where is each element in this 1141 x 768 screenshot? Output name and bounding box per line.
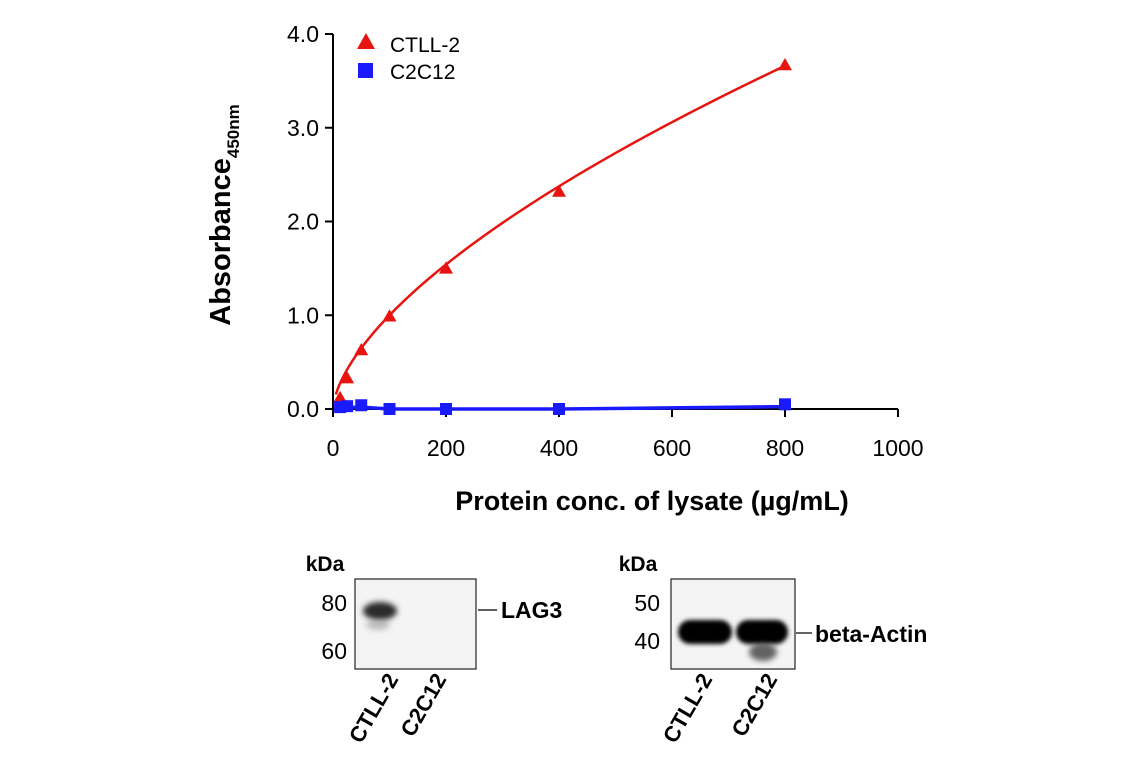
- kda-label: kDa: [619, 553, 658, 576]
- band-c2c12-beta-actin: [736, 620, 788, 644]
- data-point-c2c12: [341, 400, 354, 413]
- x-axis-label: Protein conc. of lysate (µg/mL): [455, 486, 849, 516]
- marker-label-50: 50: [634, 590, 660, 616]
- y-tick-label: 3.0: [287, 115, 319, 141]
- data-point-ctll2: [778, 57, 792, 71]
- marker-label-40: 40: [634, 628, 660, 654]
- lane-label-c2c12: C2C12: [395, 669, 451, 741]
- data-point-ctll2: [340, 371, 355, 384]
- y-tick-label: 0.0: [287, 396, 319, 422]
- series-line-ctll2: [334, 64, 786, 395]
- data-point-ctll2: [552, 184, 566, 197]
- x-tick-label: 600: [653, 435, 691, 461]
- lane-label-c2c12: C2C12: [726, 669, 782, 741]
- data-point-c2c12: [779, 398, 791, 411]
- y-axis-label-main: Absorbance: [205, 158, 237, 326]
- band-ctll2-beta-actin: [678, 620, 732, 644]
- data-point-c2c12: [440, 403, 452, 415]
- band-ctll2-lag3-tail: [366, 620, 390, 630]
- target-label-beta-actin: beta-Actin: [815, 621, 927, 647]
- legend-marker-c2c12: [358, 63, 373, 78]
- y-tick-label: 4.0: [287, 21, 319, 47]
- data-point-c2c12: [553, 403, 565, 415]
- data-point-ctll2: [354, 342, 369, 356]
- marker-label-60: 60: [321, 638, 347, 664]
- band-ctll2-lag3: [363, 602, 397, 620]
- legend-marker-ctll2: [357, 33, 375, 49]
- x-axis-ticks: 0 200 400 600 800 1000: [327, 409, 924, 461]
- western-blot-beta-actin: kDa 50 40 beta-Actin CTLL-2 C2C12: [619, 553, 928, 747]
- series-layer: [333, 57, 792, 415]
- y-axis-ticks: 0.0 1.0 2.0 3.0 4.0: [287, 21, 333, 422]
- legend-label-c2c12: C2C12: [390, 61, 455, 84]
- x-tick-label: 400: [540, 435, 578, 461]
- western-blot-lag3: kDa 80 60 LAG3 CTLL-2 C2C12: [306, 553, 563, 747]
- data-point-c2c12: [355, 399, 368, 412]
- y-tick-label: 1.0: [287, 302, 319, 328]
- lane-label-ctll2: CTLL-2: [658, 669, 718, 747]
- data-point-ctll2: [439, 261, 453, 274]
- target-label-lag3: LAG3: [501, 597, 562, 623]
- y-tick-label: 2.0: [287, 209, 319, 235]
- lane-label-ctll2: CTLL-2: [344, 669, 404, 747]
- data-point-c2c12: [383, 403, 396, 415]
- y-axis-label-subscript: 450nm: [224, 104, 243, 158]
- kda-label: kDa: [306, 553, 345, 576]
- data-point-ctll2: [382, 309, 397, 322]
- elisa-chart: 0.0 1.0 2.0 3.0 4.0 0 200 400 600 800 1000 Absorb…: [205, 21, 924, 516]
- legend: CTLL-2 C2C12: [357, 33, 460, 84]
- data-point-ctll2: [333, 390, 348, 403]
- band-c2c12-smear: [749, 643, 777, 661]
- marker-label-80: 80: [321, 590, 347, 616]
- x-tick-label: 1000: [872, 435, 923, 461]
- x-tick-label: 200: [427, 435, 465, 461]
- x-tick-label: 0: [327, 435, 340, 461]
- x-tick-label: 800: [766, 435, 804, 461]
- y-axis-label: Absorbance450nm: [205, 104, 243, 325]
- legend-label-ctll2: CTLL-2: [390, 34, 460, 57]
